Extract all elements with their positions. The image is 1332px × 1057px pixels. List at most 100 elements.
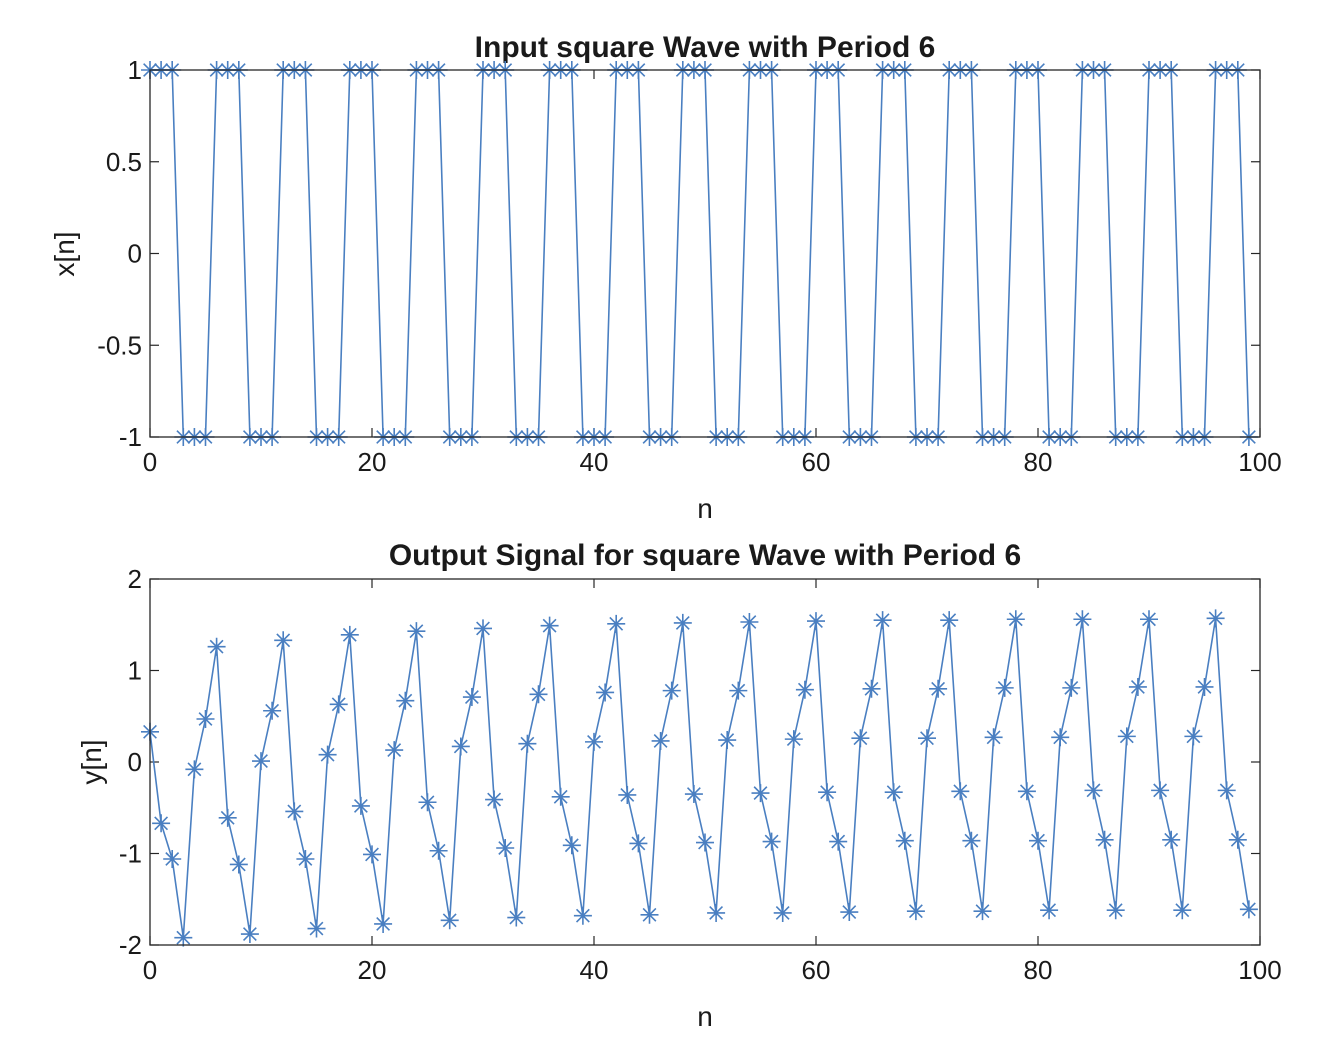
data-point-marker [318, 745, 337, 764]
x-tick-label: 20 [358, 447, 387, 477]
data-point-marker [351, 796, 370, 815]
data-point-marker [807, 612, 825, 631]
data-point-marker [240, 925, 259, 944]
data-point-marker [673, 613, 692, 632]
y-tick-label: 2 [128, 564, 142, 594]
data-point-marker [263, 701, 282, 720]
data-point-marker [307, 919, 326, 938]
y-tick-label: 1 [128, 55, 142, 85]
data-point-marker [340, 625, 359, 644]
data-point-marker [818, 783, 837, 802]
data-point-marker [684, 785, 703, 804]
data-point-marker [851, 729, 870, 748]
data-point-marker [918, 729, 936, 748]
data-point-marker [984, 728, 1003, 747]
input-signal-axes: Input square Wave with Period 6 n x[n] 0… [49, 31, 1282, 524]
data-point-marker [496, 839, 515, 858]
data-point-marker [906, 902, 925, 921]
data-point-marker [1062, 678, 1081, 697]
data-point-marker [1006, 610, 1025, 629]
data-point-marker [940, 611, 959, 630]
x-axis-label: n [697, 493, 713, 524]
data-point-marker [296, 849, 315, 868]
data-point-marker [1195, 677, 1214, 696]
data-point-marker [618, 785, 637, 804]
data-point-marker [385, 741, 404, 760]
y-axis-label: y[n] [76, 739, 107, 784]
data-point-marker [718, 731, 737, 750]
chart-title: Output Signal for square Wave with Perio… [389, 539, 1021, 572]
data-point-marker [951, 782, 970, 801]
data-point-marker [762, 832, 781, 851]
data-point-marker [729, 681, 748, 700]
x-tick-label: 40 [580, 955, 609, 985]
data-point-marker [585, 732, 603, 751]
data-point-marker [1206, 609, 1225, 628]
data-point-marker [440, 911, 459, 930]
data-point-marker [1239, 900, 1258, 919]
x-tick-label: 40 [580, 447, 609, 477]
x-tick-label: 80 [1024, 955, 1053, 985]
data-point-marker [829, 832, 848, 851]
data-point-marker [784, 730, 803, 749]
data-point-marker [862, 679, 881, 698]
data-point-marker [740, 613, 759, 632]
data-point-marker [1184, 727, 1203, 746]
data-point-marker [540, 616, 559, 635]
data-point-marker [529, 685, 548, 704]
y-axis-label: x[n] [49, 231, 80, 276]
data-point-marker [929, 679, 948, 698]
y-tick-label: -2 [119, 930, 142, 960]
data-point-marker [696, 833, 714, 852]
series-line [149, 617, 1250, 939]
data-point-marker [507, 908, 526, 927]
x-tick-label: 60 [802, 447, 831, 477]
data-point-marker [174, 928, 193, 947]
data-point-marker [562, 836, 581, 855]
data-point-marker [1106, 901, 1125, 920]
axes-box [149, 69, 1261, 438]
data-point-marker [795, 680, 814, 699]
x-tick-label: 100 [1238, 447, 1281, 477]
data-point-marker [1073, 610, 1092, 629]
chart-title: Input square Wave with Period 6 [475, 31, 936, 64]
data-point-marker [462, 688, 481, 707]
data-point-marker [962, 831, 981, 850]
data-point-marker [884, 783, 903, 802]
data-point-marker [640, 905, 659, 924]
data-point-marker [207, 637, 226, 656]
x-tick-label: 20 [358, 955, 387, 985]
y-tick-label: -1 [119, 422, 142, 452]
data-point-marker [707, 903, 726, 922]
data-point-marker [551, 787, 570, 806]
data-point-marker [629, 834, 648, 853]
data-point-marker [196, 709, 215, 728]
data-point-marker [1117, 727, 1136, 746]
y-tick-label: -1 [119, 839, 142, 869]
data-point-marker [840, 903, 859, 922]
axes-box [149, 578, 1261, 946]
x-tick-label: 100 [1238, 955, 1281, 985]
data-point-marker [1217, 781, 1236, 800]
data-point-marker [474, 619, 492, 638]
data-point-marker [396, 691, 415, 710]
data-point-marker [185, 760, 204, 779]
data-point-marker [1017, 782, 1036, 801]
x-axis-label: n [697, 1001, 713, 1032]
data-point-marker [995, 678, 1014, 697]
y-tick-label: 0 [128, 239, 142, 269]
output-signal-axes: Output Signal for square Wave with Perio… [76, 539, 1282, 1032]
data-point-marker [218, 808, 237, 827]
data-point-marker [651, 731, 670, 750]
data-point-marker [873, 611, 892, 630]
data-point-marker [1029, 831, 1047, 850]
y-tick-label: 0.5 [106, 147, 142, 177]
x-tick-label: 0 [143, 955, 157, 985]
data-point-marker [485, 790, 504, 809]
data-point-marker [1140, 610, 1158, 629]
x-tick-label: 80 [1024, 447, 1053, 477]
data-point-marker [573, 906, 592, 925]
data-point-marker [152, 814, 171, 833]
data-point-marker [274, 631, 293, 650]
data-point-marker [285, 802, 304, 821]
